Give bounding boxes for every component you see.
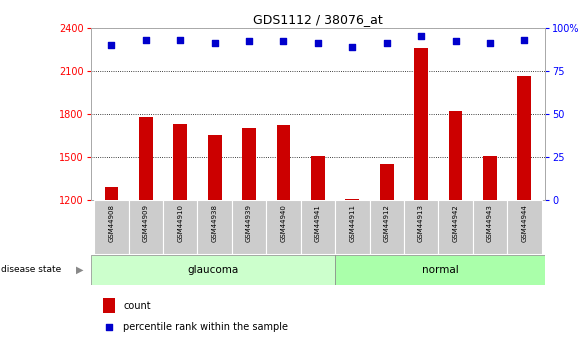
Bar: [129, 200, 163, 254]
Point: [244, 39, 254, 44]
Bar: [139, 117, 153, 200]
Point: [279, 39, 288, 44]
Text: GSM44939: GSM44939: [246, 204, 252, 242]
Bar: [91, 255, 335, 285]
Point: [451, 39, 460, 44]
Point: [520, 37, 529, 42]
Bar: [414, 48, 428, 200]
Bar: [311, 156, 325, 200]
Bar: [103, 298, 115, 313]
Bar: [335, 200, 370, 254]
Bar: [277, 125, 291, 200]
Bar: [345, 199, 359, 200]
Bar: [301, 200, 335, 254]
Point: [176, 37, 185, 42]
Text: GSM44940: GSM44940: [281, 204, 287, 242]
Bar: [104, 187, 118, 200]
Text: GSM44942: GSM44942: [452, 204, 458, 241]
Point: [141, 37, 151, 42]
Point: [107, 42, 116, 48]
Bar: [94, 200, 129, 254]
Bar: [449, 111, 462, 200]
Bar: [483, 156, 497, 200]
Point: [104, 324, 114, 330]
Bar: [404, 200, 438, 254]
Title: GDS1112 / 38076_at: GDS1112 / 38076_at: [253, 13, 383, 27]
Bar: [163, 200, 197, 254]
Text: normal: normal: [422, 265, 458, 275]
Text: GSM44909: GSM44909: [143, 204, 149, 242]
Bar: [242, 128, 256, 200]
Point: [382, 40, 391, 46]
Text: percentile rank within the sample: percentile rank within the sample: [124, 322, 288, 332]
Bar: [370, 200, 404, 254]
Text: count: count: [124, 300, 151, 310]
Point: [313, 40, 322, 46]
Bar: [473, 200, 507, 254]
Text: disease state: disease state: [1, 265, 62, 275]
Bar: [438, 200, 473, 254]
Text: GSM44941: GSM44941: [315, 204, 321, 242]
Bar: [232, 200, 266, 254]
Point: [485, 40, 495, 46]
Point: [210, 40, 219, 46]
Bar: [517, 77, 532, 200]
Bar: [335, 255, 545, 285]
Text: GSM44938: GSM44938: [212, 204, 217, 242]
Text: ▶: ▶: [76, 265, 84, 275]
Point: [417, 33, 426, 39]
Bar: [173, 124, 187, 200]
Bar: [208, 135, 222, 200]
Text: GSM44910: GSM44910: [178, 204, 183, 242]
Text: GSM44944: GSM44944: [522, 204, 527, 241]
Text: GSM44912: GSM44912: [384, 204, 390, 242]
Text: glaucoma: glaucoma: [188, 265, 239, 275]
Point: [347, 44, 357, 49]
Bar: [507, 200, 541, 254]
Bar: [266, 200, 301, 254]
Text: GSM44908: GSM44908: [108, 204, 114, 242]
Text: GSM44911: GSM44911: [349, 204, 355, 242]
Bar: [380, 164, 394, 200]
Text: GSM44943: GSM44943: [487, 204, 493, 242]
Text: GSM44913: GSM44913: [418, 204, 424, 242]
Bar: [197, 200, 232, 254]
